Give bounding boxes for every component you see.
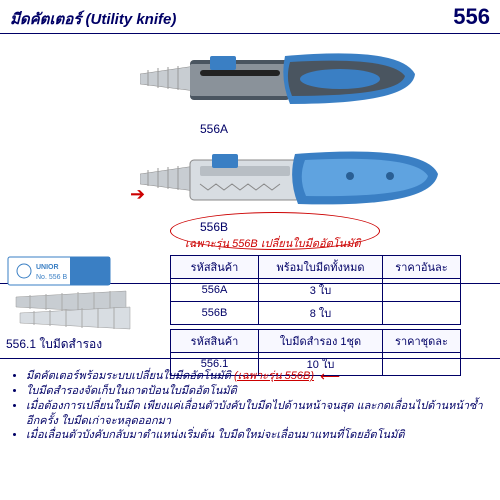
th: ราคาอันละ — [383, 256, 461, 279]
th: รหัสสินค้า — [171, 256, 259, 279]
td: 8 ใบ — [259, 302, 383, 325]
table-row: รหัสสินค้า พร้อมใบมีดทั้งหมด ราคาอันละ — [171, 256, 461, 279]
td — [383, 302, 461, 325]
th: พร้อมใบมีดทั้งหมด — [259, 256, 383, 279]
page-code: 556 — [453, 4, 490, 30]
th: ใบมีดสำรอง 1ชุด — [259, 330, 383, 353]
table-1: รหัสสินค้า พร้อมใบมีดทั้งหมด ราคาอันละ 5… — [170, 255, 461, 325]
td: 556A — [171, 279, 259, 302]
table-row: 556A 3 ใบ — [171, 279, 461, 302]
label-556a: 556A — [200, 122, 228, 136]
list-item: ใบมีดสำรองจัดเก็บในถาดป้อนใบมีดอัตโนมัติ — [26, 384, 490, 399]
page-title: มีดคัตเตอร์ (Utility knife) — [10, 7, 176, 31]
td — [383, 279, 461, 302]
list-item: มีดคัตเตอร์พร้อมระบบเปลี่ยนใบมีดอัตโนมัต… — [26, 365, 490, 384]
list-item: เมื่อต้องการเปลี่ยนใบมีด เพียงแค่เลื่อนต… — [26, 399, 490, 429]
blade-pack-image: UNIOR No. 556 B — [6, 255, 166, 338]
header: มีดคัตเตอร์ (Utility knife) 556 — [0, 0, 500, 34]
bullet-text: มีดคัตเตอร์พร้อมระบบเปลี่ยนใบมีดอัตโนมัต… — [26, 370, 234, 382]
product-area: 556A ➔ 556B เฉพาะรุ่น 556B เปลี่ยนใบมีดอ… — [0, 34, 500, 284]
svg-text:UNIOR: UNIOR — [36, 264, 59, 271]
list-item: เมื่อเลื่อนตัวบังคับกลับมาตำแหน่งเริ่มต้… — [26, 428, 490, 443]
th: รหัสสินค้า — [171, 330, 259, 353]
label-556b: 556B — [200, 220, 228, 234]
blade-label: 556.1 ใบมีดสำรอง — [6, 335, 166, 354]
bullet-highlight: (เฉพาะรุ่น 556B) — [234, 370, 314, 382]
label-556b-note: เฉพาะรุ่น 556B เปลี่ยนใบมีดอัตโนมัติ — [185, 234, 361, 252]
knife-556a-image — [140, 46, 420, 116]
svg-text:No. 556 B: No. 556 B — [36, 274, 67, 281]
table-row: 556B 8 ใบ — [171, 302, 461, 325]
bullet-list: มีดคัตเตอร์พร้อมระบบเปลี่ยนใบมีดอัตโนมัต… — [0, 358, 500, 447]
red-arrow-icon: ⟵ — [320, 367, 340, 386]
table-row: รหัสสินค้า ใบมีดสำรอง 1ชุด ราคาชุดละ — [171, 330, 461, 353]
knife-556b-image — [140, 146, 440, 216]
red-arrow-icon: ➔ — [130, 184, 145, 205]
td: 3 ใบ — [259, 279, 383, 302]
th: ราคาชุดละ — [383, 330, 461, 353]
td: 556B — [171, 302, 259, 325]
